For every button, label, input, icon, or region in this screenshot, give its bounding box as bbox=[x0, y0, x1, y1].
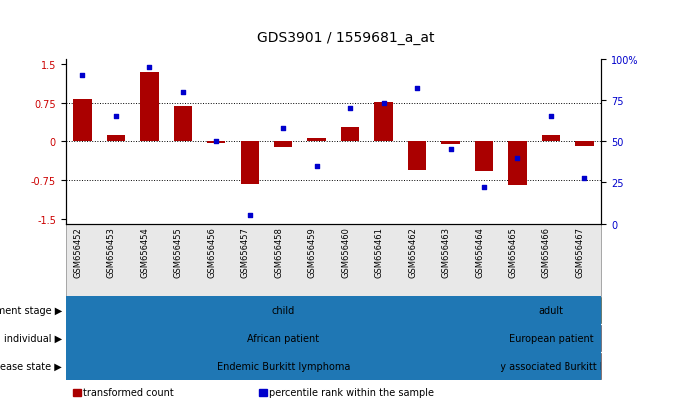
Bar bbox=[575, 142, 594, 147]
Text: individual ▶: individual ▶ bbox=[4, 333, 62, 343]
Text: GSM656460: GSM656460 bbox=[341, 226, 350, 277]
Bar bbox=[140, 72, 158, 142]
Bar bbox=[240, 142, 259, 185]
Text: European patient: European patient bbox=[509, 333, 594, 343]
Bar bbox=[207, 142, 225, 143]
Point bbox=[244, 213, 255, 219]
Point bbox=[579, 175, 590, 181]
Bar bbox=[73, 100, 92, 142]
Bar bbox=[475, 142, 493, 172]
Text: Endemic Burkitt lymphoma: Endemic Burkitt lymphoma bbox=[216, 361, 350, 371]
Text: GSM656457: GSM656457 bbox=[240, 226, 249, 277]
Text: development stage ▶: development stage ▶ bbox=[0, 305, 62, 315]
Text: percentile rank within the sample: percentile rank within the sample bbox=[269, 387, 435, 397]
Point bbox=[412, 86, 423, 93]
Text: GSM656464: GSM656464 bbox=[475, 226, 484, 277]
Text: GSM656459: GSM656459 bbox=[307, 226, 316, 277]
Point bbox=[545, 114, 556, 121]
Bar bbox=[509, 142, 527, 185]
Point bbox=[178, 89, 189, 96]
Text: Immunodeficiency associated Burkitt lymphoma: Immunodeficiency associated Burkitt lymp… bbox=[416, 361, 652, 371]
Text: GSM656458: GSM656458 bbox=[274, 226, 283, 277]
Point bbox=[378, 101, 389, 107]
Text: GSM656452: GSM656452 bbox=[73, 226, 82, 277]
Text: adult: adult bbox=[538, 305, 563, 315]
Point bbox=[211, 139, 222, 145]
Text: African patient: African patient bbox=[247, 333, 319, 343]
Point bbox=[478, 185, 489, 191]
Text: GSM656461: GSM656461 bbox=[375, 226, 384, 277]
Text: GDS3901 / 1559681_a_at: GDS3901 / 1559681_a_at bbox=[257, 31, 434, 45]
Text: disease state ▶: disease state ▶ bbox=[0, 361, 62, 371]
Text: transformed count: transformed count bbox=[83, 387, 173, 397]
Point bbox=[111, 114, 122, 121]
Text: GSM656467: GSM656467 bbox=[576, 226, 585, 277]
Text: Sporadic Burkitt lymphoma: Sporadic Burkitt lymphoma bbox=[518, 361, 652, 371]
Bar bbox=[173, 107, 192, 142]
Point bbox=[144, 64, 155, 71]
Bar bbox=[408, 142, 426, 170]
Bar bbox=[341, 128, 359, 142]
Text: GSM656463: GSM656463 bbox=[442, 226, 451, 277]
Text: GSM656465: GSM656465 bbox=[509, 226, 518, 277]
Bar bbox=[542, 135, 560, 142]
Bar bbox=[106, 136, 125, 142]
Text: GSM656456: GSM656456 bbox=[207, 226, 216, 277]
Text: GSM656453: GSM656453 bbox=[107, 226, 116, 277]
Bar bbox=[307, 139, 326, 142]
Text: GSM656454: GSM656454 bbox=[140, 226, 149, 277]
Point bbox=[278, 126, 289, 132]
Point bbox=[77, 73, 88, 79]
Point bbox=[445, 147, 456, 153]
Point bbox=[311, 163, 322, 170]
Text: child: child bbox=[272, 305, 295, 315]
Point bbox=[512, 155, 523, 161]
Bar bbox=[442, 142, 460, 145]
Text: GSM656462: GSM656462 bbox=[408, 226, 417, 277]
Point bbox=[345, 106, 356, 112]
Text: GSM656466: GSM656466 bbox=[542, 226, 551, 277]
Text: GSM656455: GSM656455 bbox=[174, 226, 183, 277]
Bar bbox=[274, 142, 292, 148]
Bar bbox=[375, 103, 392, 142]
